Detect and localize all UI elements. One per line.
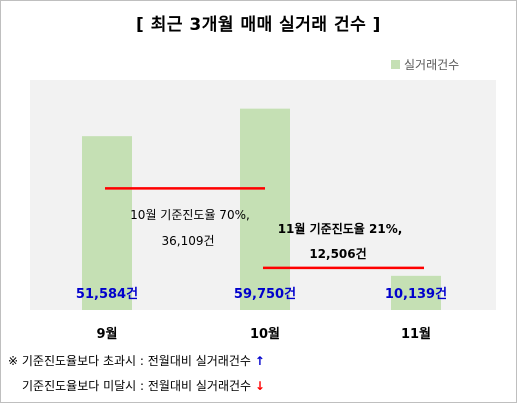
reference-label-0-line2: 36,109건 (161, 234, 214, 248)
note-exceed-text: ※ 기준진도율보다 초과시 : 전월대비 실거래건수 (8, 354, 251, 368)
note-exceed: ※ 기준진도율보다 초과시 : 전월대비 실거래건수 ↑ (8, 352, 265, 369)
data-label-1: 59,750건 (234, 286, 296, 302)
legend-label: 실거래건수 (404, 58, 460, 72)
note-below: 기준진도율보다 미달시 : 전월대비 실거래건수 ↓ (22, 377, 265, 394)
bar-0 (82, 136, 132, 310)
note-below-text: 기준진도율보다 미달시 : 전월대비 실거래건수 (22, 379, 252, 393)
legend: 실거래건수 (391, 56, 459, 73)
data-label-2: 10,139건 (385, 286, 447, 302)
bar-1 (240, 108, 290, 310)
arrow-down-icon: ↓ (254, 379, 265, 393)
reference-label-1-line2: 12,506건 (309, 246, 366, 261)
x-tick-label-1: 10월 (250, 326, 280, 342)
chart-title: [ 최근 3개월 매매 실거래 건수 ] (136, 15, 381, 35)
reference-label-1-line1: 11월 기준진도율 21%, (278, 221, 403, 236)
arrow-up-icon: ↑ (254, 354, 265, 368)
x-tick-label-2: 11월 (401, 326, 431, 342)
x-tick-label-0: 9월 (96, 326, 117, 342)
bar-2 (391, 275, 441, 310)
reference-label-0-line1: 10월 기준진도율 70%, (130, 208, 250, 222)
data-label-0: 51,584건 (76, 286, 138, 302)
legend-swatch (391, 60, 400, 69)
